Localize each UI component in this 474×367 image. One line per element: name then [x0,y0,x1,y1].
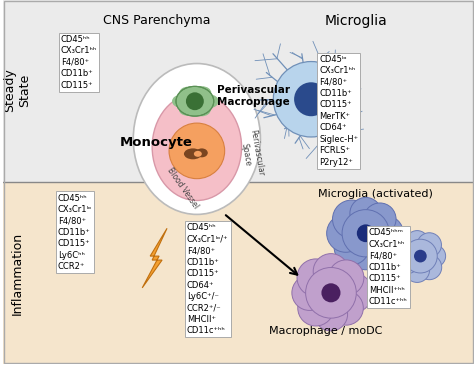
Text: Microglia: Microglia [324,14,387,28]
Bar [3,182,474,364]
Circle shape [362,229,398,266]
Polygon shape [142,228,167,288]
Circle shape [327,214,365,252]
Circle shape [334,230,369,265]
Text: Monocyte: Monocyte [119,137,192,149]
Circle shape [414,250,427,262]
Circle shape [294,82,328,116]
Ellipse shape [192,86,211,99]
Circle shape [306,268,356,318]
Ellipse shape [172,95,190,108]
Circle shape [332,273,373,313]
Circle shape [297,259,335,297]
Ellipse shape [133,63,260,214]
Circle shape [350,197,382,229]
Ellipse shape [179,104,197,116]
Circle shape [186,92,204,110]
Circle shape [406,230,429,254]
Text: Blood Vessel: Blood Vessel [165,166,201,211]
Circle shape [405,258,429,283]
Circle shape [292,275,327,310]
Circle shape [314,298,347,331]
Ellipse shape [152,93,242,200]
Circle shape [357,224,374,242]
Text: CD45ʰʰ
CX₃Cr1ˡᵒ/⁺
F4/80⁺
CD11b⁺
CD115⁺
CD64⁺
Ly6C⁺/⁻
CCR2⁺/⁻
MHCII⁺
CD11c⁺ʰʰ: CD45ʰʰ CX₃Cr1ˡᵒ/⁺ F4/80⁺ CD11b⁺ CD115⁺ C… [187,224,228,335]
Circle shape [368,216,403,251]
Circle shape [396,251,419,274]
Ellipse shape [180,87,196,99]
Circle shape [342,210,389,257]
Text: CD45ʰʰᵐ
CX₃Cr1ʰʰ
F4/80⁺
CD11b⁺
CD115⁺
MHCII⁺ʰʰ
CD11c⁺ʰʰ: CD45ʰʰᵐ CX₃Cr1ʰʰ F4/80⁺ CD11b⁺ CD115⁺ MH… [369,228,408,306]
Ellipse shape [176,86,214,116]
Text: Microglia (activated): Microglia (activated) [318,189,433,199]
Circle shape [403,239,437,273]
Circle shape [298,290,334,326]
Circle shape [424,245,446,267]
Ellipse shape [184,148,202,159]
Circle shape [417,255,442,280]
Ellipse shape [193,103,211,116]
Text: CD45ʰʰ
CX₃Cr1ʰʰ
F4/80⁺
CD11b⁺
CD115⁺: CD45ʰʰ CX₃Cr1ʰʰ F4/80⁺ CD11b⁺ CD115⁺ [61,35,97,90]
Circle shape [313,254,349,289]
Circle shape [328,260,364,295]
Circle shape [273,62,349,137]
Ellipse shape [196,148,208,157]
Text: CD45ˡᵒ
CX₃Cr1ʰʰ
F4/80⁺
CD11b⁺
CD115⁺
MerTK⁺
CD64⁺
Siglec-H⁺
FCRLS⁺
P2ry12⁺: CD45ˡᵒ CX₃Cr1ʰʰ F4/80⁺ CD11b⁺ CD115⁺ Mer… [319,55,358,167]
Circle shape [396,239,419,261]
Text: CD45ʰʰ
CX₃Cr1ˡᵒ
F4/80⁺
CD11b⁺
CD115⁺
Ly6Cʰʰ
CCR2⁺: CD45ʰʰ CX₃Cr1ˡᵒ F4/80⁺ CD11b⁺ CD115⁺ Ly6… [58,193,92,271]
Circle shape [329,291,363,325]
Ellipse shape [194,151,202,157]
Text: Macrophage / moDC: Macrophage / moDC [269,326,383,335]
Text: Inflammation: Inflammation [10,232,24,315]
Text: Perivascular
Macrophage: Perivascular Macrophage [217,86,290,107]
Circle shape [333,200,371,238]
Circle shape [169,123,225,179]
Circle shape [417,233,441,257]
Text: CNS Parenchyma: CNS Parenchyma [103,14,211,27]
Circle shape [321,283,340,302]
Ellipse shape [199,94,219,108]
Bar [3,0,474,182]
Circle shape [349,237,382,270]
Circle shape [364,203,396,235]
Text: Steady
State: Steady State [3,69,31,112]
Text: Perivascular
Space: Perivascular Space [238,129,265,179]
